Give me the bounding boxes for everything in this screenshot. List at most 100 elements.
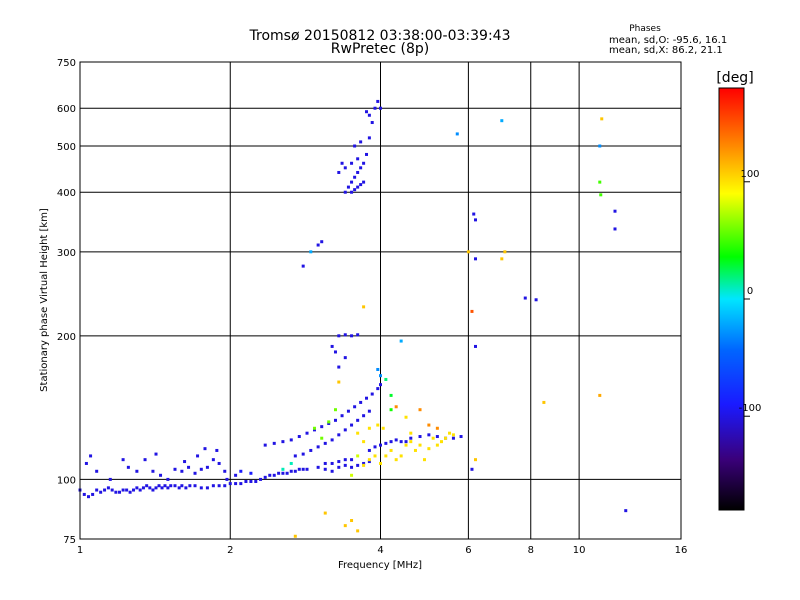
data-point — [418, 408, 422, 412]
data-point — [367, 458, 371, 462]
data-point — [613, 209, 617, 213]
data-point — [249, 479, 253, 483]
data-point — [337, 433, 341, 437]
data-point — [523, 296, 527, 300]
y-tick-label: 500 — [57, 142, 76, 153]
data-point — [228, 482, 232, 486]
data-point — [337, 170, 341, 174]
data-point — [624, 509, 628, 513]
data-point — [239, 469, 243, 473]
data-point — [389, 393, 393, 397]
data-point — [356, 454, 360, 458]
data-point — [399, 454, 403, 458]
data-point — [350, 334, 354, 338]
data-point — [350, 458, 354, 462]
data-point — [188, 484, 192, 488]
data-point — [148, 486, 152, 490]
data-point — [333, 408, 337, 412]
data-point — [293, 454, 297, 458]
y-tick-label: 100 — [57, 475, 76, 486]
data-point — [103, 488, 107, 492]
data-point — [320, 436, 324, 440]
data-point — [180, 469, 184, 473]
data-point — [316, 445, 320, 449]
data-point — [379, 443, 382, 447]
colorbar-gradient — [718, 87, 745, 511]
data-point — [350, 473, 354, 477]
data-point — [376, 99, 380, 103]
data-point — [184, 486, 188, 490]
data-point — [151, 488, 155, 492]
data-point — [289, 469, 293, 473]
data-point — [362, 161, 366, 165]
data-point — [268, 473, 272, 477]
data-point — [343, 190, 347, 194]
data-point — [225, 477, 229, 481]
colorbar: [deg] 100 0 -100 — [716, 70, 762, 511]
data-point — [367, 426, 371, 430]
data-point — [343, 166, 347, 170]
data-point — [301, 264, 305, 268]
x-tick-label: 4 — [377, 545, 383, 556]
data-point — [350, 180, 354, 184]
data-point — [211, 458, 215, 462]
data-point — [367, 460, 371, 464]
data-point — [365, 110, 369, 114]
data-point — [203, 447, 207, 451]
data-point — [353, 144, 357, 148]
data-point — [418, 435, 422, 439]
data-point — [599, 193, 603, 197]
data-point — [379, 106, 382, 110]
data-point — [470, 467, 474, 471]
data-point — [289, 438, 293, 442]
data-point — [293, 469, 297, 473]
data-point — [263, 443, 267, 447]
data-point — [367, 409, 371, 413]
data-point — [356, 170, 360, 174]
data-point — [379, 461, 382, 465]
data-point — [534, 298, 538, 302]
data-point — [422, 458, 426, 462]
data-point — [301, 452, 305, 456]
data-point — [389, 448, 393, 452]
data-point — [205, 465, 209, 469]
data-point — [281, 467, 285, 471]
data-point — [244, 479, 248, 483]
data-point — [173, 484, 177, 488]
data-point — [126, 465, 130, 469]
colorbar-tick-label: -100 — [739, 403, 762, 414]
data-point — [376, 423, 380, 427]
data-point — [327, 421, 331, 425]
data-point — [343, 356, 347, 360]
data-point — [340, 414, 344, 418]
data-point — [330, 461, 334, 465]
data-point — [435, 426, 439, 430]
data-point — [160, 486, 164, 490]
data-point — [193, 471, 197, 475]
data-points — [78, 99, 628, 538]
data-point — [281, 471, 285, 475]
y-tick-label: 400 — [57, 188, 76, 199]
y-axis-label: Stationary phase Virtual Height [km] — [39, 208, 50, 392]
phases-heading: Phases — [629, 24, 661, 34]
data-point — [343, 428, 347, 432]
data-point — [394, 405, 398, 409]
data-point — [384, 441, 388, 445]
data-point — [459, 435, 463, 439]
data-point — [305, 431, 309, 435]
data-point — [234, 482, 238, 486]
data-point — [193, 484, 197, 488]
data-point — [154, 486, 158, 490]
data-point — [350, 519, 354, 523]
data-point — [384, 454, 388, 458]
data-point — [337, 334, 341, 338]
data-point — [389, 408, 393, 412]
chart-subtitle: RwPretec (8p) — [331, 41, 429, 57]
data-point — [337, 465, 341, 469]
data-point — [381, 426, 385, 430]
data-point — [199, 486, 203, 490]
data-point — [359, 140, 363, 144]
data-point — [598, 144, 602, 148]
data-point — [472, 212, 476, 216]
data-point — [362, 305, 366, 309]
